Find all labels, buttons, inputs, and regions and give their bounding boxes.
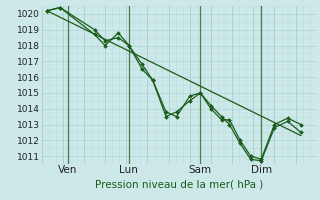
X-axis label: Pression niveau de la mer( hPa ): Pression niveau de la mer( hPa ) xyxy=(95,180,263,190)
